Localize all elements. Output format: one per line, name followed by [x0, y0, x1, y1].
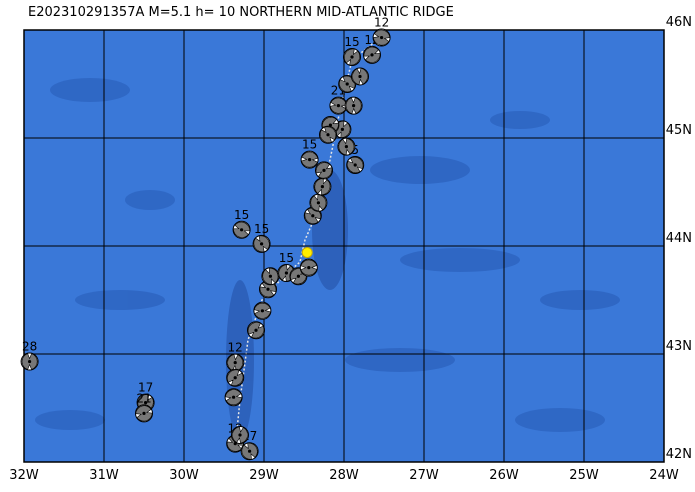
focal-mechanism — [20, 352, 39, 371]
event-label: 15 — [344, 35, 359, 49]
beachball-center — [308, 158, 312, 162]
bathymetry — [35, 78, 620, 440]
event-label: 12 — [374, 16, 389, 30]
event-label: 5 — [351, 143, 359, 157]
focal-mechanism — [226, 368, 245, 387]
beachball-center — [284, 271, 288, 275]
beachball-center — [28, 359, 32, 364]
beachball-center — [326, 133, 330, 137]
focal-mechanism — [337, 137, 356, 156]
beachball-center — [311, 214, 315, 218]
event-label: 21 — [136, 391, 151, 405]
focal-mechanism — [252, 234, 271, 253]
focal-mechanism — [313, 177, 332, 196]
event-label: 15 — [302, 138, 317, 152]
beachball-center — [316, 201, 320, 205]
focal-mechanism — [299, 258, 318, 277]
x-tick-label: 29W — [249, 468, 279, 483]
beachball-center — [233, 376, 237, 380]
beachball-center — [370, 53, 374, 57]
focal-mechanism — [343, 48, 361, 66]
focal-mechanism — [351, 67, 369, 86]
focal-mechanism — [261, 267, 280, 286]
beachball-center — [142, 411, 146, 415]
focal-mechanism — [232, 220, 251, 239]
focal-mechanism — [319, 125, 337, 144]
epicenter — [301, 246, 313, 258]
focal-mechanism — [344, 96, 363, 115]
beachball-center — [260, 309, 264, 313]
beachball-center — [233, 361, 237, 365]
x-tick-label: 28W — [329, 468, 359, 483]
beachball-center — [336, 104, 340, 108]
beachball-center — [350, 55, 354, 59]
beachball-center — [358, 74, 362, 79]
beachball-center — [352, 104, 356, 108]
focal-mechanism — [329, 96, 348, 115]
y-tick-label: 46N — [666, 15, 692, 30]
beachball-center — [328, 123, 332, 127]
event-label: 15 — [279, 251, 294, 265]
beachball-center — [340, 127, 344, 131]
x-tick-label: 26W — [489, 468, 519, 483]
focal-mechanism — [226, 353, 245, 372]
focal-mechanism — [346, 156, 365, 174]
beachball-center — [238, 433, 242, 437]
focal-mechanism — [247, 321, 265, 340]
beachball-center — [144, 401, 148, 405]
beachball-center — [320, 185, 324, 189]
map-frame — [23, 29, 665, 463]
x-tick-label: 24W — [649, 468, 679, 483]
beachball-center — [260, 242, 264, 246]
x-tick-label: 30W — [169, 468, 199, 483]
x-tick-label: 32W — [9, 468, 39, 483]
beachball-center — [307, 266, 311, 270]
y-tick-label: 43N — [666, 339, 692, 354]
beachball-center — [232, 395, 236, 399]
focal-mechanism — [363, 45, 381, 64]
focal-mechanism — [135, 404, 153, 423]
beachball-center — [345, 82, 349, 86]
beachball-center — [248, 449, 252, 453]
map-title: E202310291357A M=5.1 h= 10 NORTHERN MID-… — [28, 5, 454, 20]
focal-mechanism — [372, 28, 391, 47]
event-label: 12 — [228, 341, 243, 355]
beachball-center — [296, 274, 300, 278]
beachball-center — [322, 168, 326, 172]
focal-mechanism — [231, 426, 249, 444]
focal-mechanism — [300, 150, 319, 169]
beachball-center — [268, 274, 272, 278]
beachball-center — [344, 145, 348, 149]
focal-mechanism — [253, 301, 272, 320]
y-tick-label: 44N — [666, 231, 692, 246]
focal-mechanism — [224, 388, 243, 407]
event-label: 15 — [254, 222, 269, 236]
y-tick-label: 42N — [666, 447, 692, 462]
event-label: 28 — [22, 340, 37, 354]
beachball-center — [353, 163, 357, 167]
focal-mechanism — [315, 161, 333, 180]
beachball-center — [266, 287, 270, 291]
x-tick-label: 27W — [409, 468, 439, 483]
y-tick-label: 45N — [666, 123, 692, 138]
beachball-center — [380, 35, 384, 40]
event-label: 15 — [234, 208, 249, 222]
focal-mechanism — [338, 75, 357, 93]
beachball-center — [254, 328, 258, 332]
event-label: 17 — [138, 381, 153, 395]
beachball-center — [240, 228, 244, 232]
x-tick-label: 25W — [569, 468, 599, 483]
x-tick-label: 31W — [89, 468, 119, 483]
focal-mechanism — [240, 442, 259, 461]
